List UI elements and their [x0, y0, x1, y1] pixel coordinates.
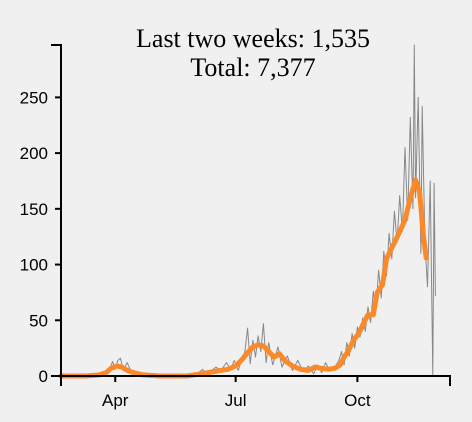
y-axis-line — [51, 44, 62, 377]
axes — [51, 44, 451, 386]
y-tick-label: 50 — [29, 311, 48, 330]
y-tick-label: 100 — [20, 256, 48, 275]
y-tick-label: 250 — [20, 88, 48, 107]
y-tick-label: 0 — [39, 367, 48, 386]
daily-series-layer — [60, 44, 436, 377]
y-tick-label: 200 — [20, 144, 48, 163]
daily-cases-line — [60, 44, 436, 377]
x-axis-line — [60, 375, 451, 386]
y-tick-label: 150 — [20, 200, 48, 219]
x-tick-label: Apr — [102, 391, 129, 410]
average-series-layer — [58, 177, 429, 379]
average-cases-line — [58, 177, 429, 379]
x-tick-label: Jul — [225, 391, 247, 410]
chart-title-line-2: Total: 7,377 — [190, 53, 315, 82]
x-tick-label: Oct — [344, 391, 371, 410]
ticks: 0 50 100 150 200 250 Apr Jul Oct — [20, 88, 371, 410]
chart-title-line-1: Last two weeks: 1,535 — [136, 24, 370, 53]
